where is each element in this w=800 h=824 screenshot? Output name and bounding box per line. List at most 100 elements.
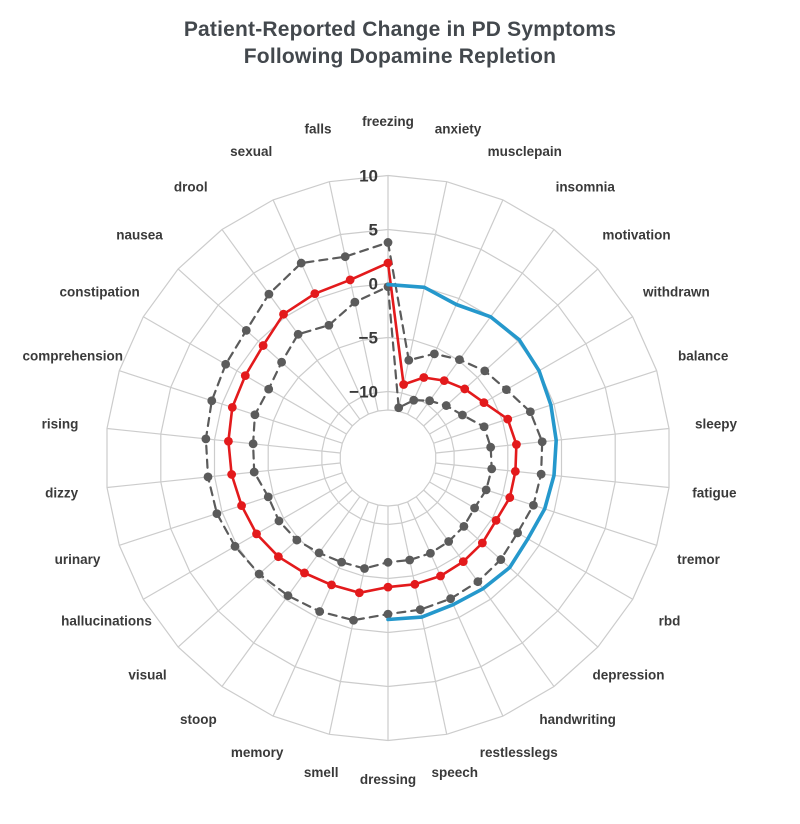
data-point-upper-bound (446, 594, 456, 604)
data-point-lower-bound (293, 329, 303, 339)
series-line-upper-bound (204, 241, 544, 622)
category-label-freezing: freezing (362, 114, 414, 129)
series-mean-change (224, 258, 521, 598)
data-point-upper-bound (283, 591, 293, 601)
category-label-rbd: rbd (659, 614, 681, 629)
data-point-mean-change (310, 289, 320, 299)
data-point-mean-change (252, 529, 261, 539)
data-point-mean-change (419, 373, 429, 382)
data-point-lower-bound (292, 535, 302, 545)
data-point-lower-bound (425, 396, 435, 406)
category-label-motivation: motivation (602, 227, 670, 242)
spoke-line (429, 481, 633, 600)
data-point-upper-bound (383, 238, 393, 247)
category-label-falls: falls (304, 122, 331, 137)
category-label-restlesslegs: restlesslegs (480, 745, 558, 760)
spoke-line (106, 462, 341, 489)
data-point-mean-change (227, 403, 237, 412)
data-point-mean-change (227, 470, 237, 479)
grid-ring (160, 228, 616, 688)
category-label-fatigue: fatigue (692, 485, 737, 500)
data-point-mean-change (354, 588, 364, 598)
data-point-mean-change (258, 341, 268, 350)
category-label-constipation: constipation (59, 285, 139, 300)
series-line-reference-arc (386, 282, 558, 622)
data-point-upper-bound (525, 407, 535, 417)
data-point-upper-bound (529, 500, 538, 510)
data-point-mean-change (383, 582, 393, 592)
data-point-lower-bound (263, 492, 273, 502)
category-label-visual: visual (128, 668, 166, 683)
axis-tick-labels: 10 5 0 −5 −10 (349, 167, 378, 402)
spoke-line (272, 199, 370, 415)
data-point-mean-change (512, 440, 521, 449)
data-point-upper-bound (203, 472, 213, 482)
data-point-lower-bound (277, 357, 286, 367)
data-point-lower-bound (383, 557, 393, 567)
category-label-balance: balance (678, 349, 729, 364)
category-label-urinary: urinary (55, 552, 101, 567)
data-point-lower-bound (409, 395, 419, 405)
data-point-lower-bound (250, 410, 260, 420)
data-point-mean-change (436, 571, 445, 581)
data-point-upper-bound (473, 577, 483, 587)
data-point-mean-change (240, 371, 250, 381)
data-point-mean-change (410, 579, 420, 589)
category-label-handwriting: handwriting (539, 712, 616, 727)
spoke-line (397, 504, 448, 735)
category-label-memory: memory (231, 745, 284, 760)
data-point-mean-change (279, 309, 288, 319)
series-reference-arc (386, 282, 558, 622)
data-point-lower-bound (249, 467, 259, 477)
spoke-line (221, 496, 361, 687)
category-label-tremor: tremor (677, 552, 721, 567)
category-label-hallucinations: hallucinations (61, 614, 152, 629)
spoke-line (106, 427, 341, 454)
category-label-sexual: sexual (230, 144, 272, 159)
data-point-upper-bound (340, 252, 350, 262)
spoke-line (406, 199, 504, 415)
chart-title: Patient-Reported Change in PD Symptoms F… (0, 16, 800, 71)
data-point-upper-bound (207, 396, 217, 406)
category-label-withdrawn: withdrawn (642, 285, 710, 300)
axis-tick-label: −10 (349, 383, 378, 402)
spoke-line (433, 370, 657, 444)
data-point-lower-bound (274, 516, 284, 526)
data-point-lower-bound (470, 503, 479, 513)
data-point-upper-bound (404, 355, 414, 365)
data-point-lower-bound (394, 403, 404, 413)
grid-ring (106, 174, 670, 742)
data-point-lower-bound (441, 401, 451, 410)
spoke-line (221, 229, 361, 420)
data-point-lower-bound (426, 548, 435, 558)
data-point-upper-bound (501, 385, 511, 395)
data-point-upper-bound (212, 509, 222, 518)
spoke-line (406, 501, 504, 717)
spoke-line (119, 472, 343, 546)
data-point-upper-bound (415, 605, 425, 615)
axis-tick-label: −5 (359, 329, 378, 348)
data-point-lower-bound (479, 422, 489, 432)
grid-ring (321, 390, 455, 526)
data-point-mean-change (237, 501, 246, 510)
data-point-mean-change (224, 436, 233, 446)
data-point-lower-bound (487, 464, 497, 474)
data-point-lower-bound (459, 521, 469, 531)
data-point-upper-bound (536, 469, 546, 479)
spoke-line (435, 427, 670, 454)
data-point-upper-bound (315, 607, 325, 616)
spoke-line (423, 268, 599, 427)
category-label-smell: smell (304, 765, 339, 780)
category-label-anxiety: anxiety (435, 122, 482, 137)
data-point-mean-change (439, 376, 449, 386)
data-point-upper-bound (349, 615, 358, 625)
data-point-mean-change (460, 384, 470, 394)
data-point-mean-change (327, 580, 336, 590)
data-point-upper-bound (383, 609, 393, 619)
data-point-mean-change (503, 414, 513, 424)
category-label-nausea: nausea (116, 227, 163, 242)
data-point-lower-bound (324, 320, 334, 330)
data-point-upper-bound (254, 569, 264, 579)
data-point-lower-bound (314, 548, 324, 558)
data-point-upper-bound (264, 289, 274, 299)
